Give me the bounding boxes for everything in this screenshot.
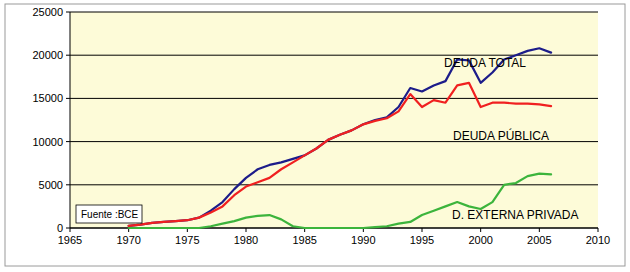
x-tick-label: 1995: [410, 234, 434, 246]
x-tick-label: 1975: [175, 234, 199, 246]
x-tick: [70, 228, 71, 232]
y-tick: [66, 98, 70, 99]
x-tick-label: 1965: [58, 234, 82, 246]
series-line: [129, 48, 551, 226]
chart-frame: [5, 4, 625, 266]
y-tick-label: 10000: [32, 136, 63, 148]
chart: 0 5000 10000 15000 20000 25000 1965 1970 1975 198…: [0, 0, 630, 272]
source-box: [76, 205, 142, 223]
grid-line: [70, 98, 598, 99]
x-tick: [422, 228, 423, 232]
x-tick: [246, 228, 247, 232]
y-tick-label: 15000: [32, 92, 63, 104]
y-tick: [66, 141, 70, 142]
plot-area: [70, 12, 598, 228]
x-tick-label: 1985: [292, 234, 316, 246]
x-tick: [539, 228, 540, 232]
y-tick-label: 5000: [39, 179, 63, 191]
x-tick: [598, 228, 599, 232]
x-tick-label: 1990: [351, 234, 375, 246]
series-label: DEUDA TOTAL: [444, 56, 526, 70]
x-tick: [480, 228, 481, 232]
series-label: D. EXTERNA PRIVADA: [452, 208, 578, 222]
grid-line: [70, 184, 598, 185]
x-tick-label: 2010: [586, 234, 610, 246]
source-text: Fuente :BCE: [81, 209, 139, 220]
y-axis: [70, 12, 71, 228]
y-tick: [66, 184, 70, 185]
x-tick-label: 1970: [116, 234, 140, 246]
series-group: [129, 48, 551, 228]
y-tick: [66, 228, 70, 229]
y-tick-label: 25000: [32, 6, 63, 18]
y-tick: [66, 55, 70, 56]
grid-line: [70, 12, 598, 13]
x-tick-label: 1980: [234, 234, 258, 246]
y-tick: [66, 12, 70, 13]
series-label: DEUDA PÚBLICA: [453, 128, 549, 143]
y-tick-label: 20000: [32, 49, 63, 61]
x-tick-label: 2000: [468, 234, 492, 246]
x-tick-label: 2005: [527, 234, 551, 246]
y-tick-label: 0: [57, 222, 63, 234]
